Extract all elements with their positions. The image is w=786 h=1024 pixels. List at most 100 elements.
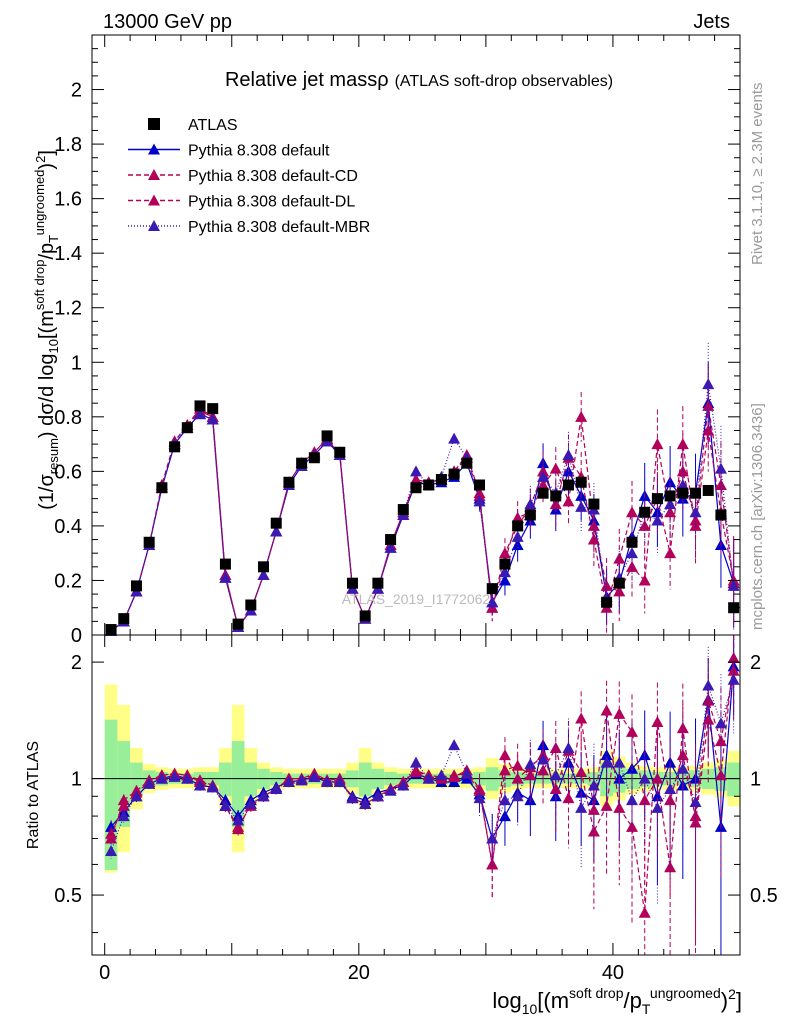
ratio-point — [384, 784, 397, 796]
ratio-band-inner — [231, 741, 245, 827]
series-point — [714, 462, 727, 474]
ratio-point — [105, 832, 118, 844]
ratio-point — [676, 762, 689, 774]
series-point — [626, 560, 638, 572]
ratio-point — [397, 779, 410, 791]
ratio-point — [651, 772, 664, 784]
atlas-data-point — [448, 468, 460, 480]
ratio-point — [676, 722, 689, 734]
series-point — [206, 413, 219, 425]
ratio-point — [460, 767, 473, 779]
series-point — [664, 547, 677, 559]
ratio-point — [219, 799, 232, 811]
ratio-point — [155, 772, 168, 784]
atlas-data-point — [651, 493, 663, 505]
ratio-point — [130, 790, 143, 802]
ratio-point — [537, 753, 550, 765]
series-point — [664, 506, 677, 518]
legend-marker-atlas — [148, 118, 160, 130]
chart-title-sub: (ATLAS soft-drop observables) — [395, 73, 613, 90]
rivet-version-label: Rivet 3.1.10, ≥ 2.3M events — [749, 83, 766, 266]
y-tick-label: 0.8 — [54, 407, 82, 429]
ratio-point — [626, 725, 638, 737]
y-tick-label: 0.6 — [54, 461, 82, 483]
chart-title: Relative jet massρ (ATLAS soft-drop obser… — [225, 69, 613, 91]
atlas-data-point — [601, 596, 613, 608]
atlas-data-point — [486, 583, 498, 595]
ratio-y-tick-label-right: 2 — [750, 652, 761, 674]
ratio-point — [168, 770, 181, 782]
atlas-data-point — [169, 441, 181, 453]
atlas-data-point — [156, 482, 168, 494]
atlas-data-point — [715, 509, 727, 521]
series-point — [410, 465, 422, 477]
series-point — [524, 498, 537, 510]
atlas-data-point — [321, 430, 333, 442]
ratio-point — [714, 717, 727, 729]
series-point — [626, 506, 638, 518]
atlas-data-point — [385, 534, 397, 546]
atlas-data-point — [728, 602, 740, 614]
series-point — [638, 519, 651, 531]
legend-marker — [148, 169, 160, 180]
y-axis-label-ratio: Ratio to ATLAS — [25, 741, 42, 849]
ratio-point — [359, 797, 372, 809]
ratio-point — [435, 769, 448, 781]
legend-marker — [148, 194, 160, 206]
atlas-data-point — [194, 400, 206, 412]
series-point — [549, 462, 562, 474]
ratio-point — [562, 792, 575, 804]
series-point — [575, 410, 588, 422]
series-point — [194, 408, 206, 420]
ratio-point — [511, 772, 524, 784]
ratio-point — [664, 756, 677, 768]
ratio-point — [575, 712, 588, 724]
ratio-point — [270, 782, 283, 794]
atlas-data-point — [575, 476, 587, 488]
y-tick-label: 1.8 — [54, 134, 82, 156]
ratio-point — [308, 770, 321, 782]
series-point — [626, 547, 638, 559]
ratio-point — [498, 749, 511, 761]
atlas-data-point — [474, 479, 486, 491]
ratio-point — [562, 741, 575, 753]
atlas-data-point — [435, 474, 447, 486]
atlas-data-point — [639, 506, 651, 518]
atlas-data-point — [270, 517, 282, 529]
chart-title-main: Relative jet massρ — [225, 69, 389, 91]
atlas-data-point — [296, 457, 308, 469]
ratio-point — [664, 861, 677, 873]
series-point — [448, 432, 461, 444]
atlas-data-point — [258, 561, 270, 573]
ratio-point — [549, 782, 562, 794]
ratio-plot-frame — [91, 634, 741, 956]
series-point — [651, 514, 664, 526]
ratio-y-tick-label-right: 1 — [750, 769, 761, 791]
ratio-point — [295, 774, 308, 786]
atlas-data-point — [664, 490, 676, 502]
ratio-line-1 — [110, 666, 735, 841]
series-point — [613, 552, 626, 564]
series-point — [664, 498, 677, 510]
atlas-data-point — [308, 452, 320, 464]
ratio-point — [727, 673, 740, 685]
watermark: ATLAS_2019_I1772062 — [342, 591, 491, 607]
ratio-point — [600, 799, 613, 811]
legend-entry-label: Pythia 8.308 default — [188, 143, 330, 160]
atlas-data-point — [105, 624, 117, 636]
series-point — [562, 495, 575, 507]
y-tick-label: 1.4 — [54, 243, 82, 265]
atlas-data-point — [690, 487, 702, 499]
ratio-point — [130, 784, 143, 796]
atlas-data-point — [334, 446, 346, 458]
atlas-data-point — [423, 479, 435, 491]
ratio-line-4 — [110, 679, 735, 852]
ratio-band-inner — [358, 762, 372, 797]
ratio-point — [410, 765, 422, 777]
ratio-point — [664, 782, 677, 794]
atlas-data-point — [626, 536, 638, 548]
y-tick-label: 1.2 — [54, 298, 82, 320]
series-point — [486, 596, 499, 608]
series-point — [702, 424, 715, 436]
ratio-point — [117, 810, 130, 822]
